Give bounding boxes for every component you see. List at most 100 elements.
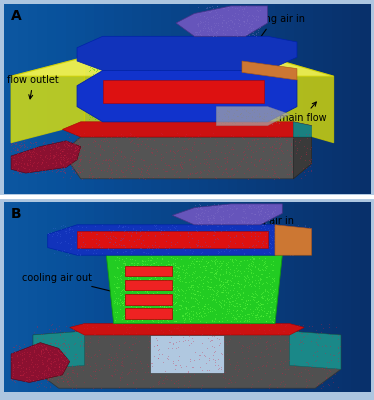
Point [240, 208, 246, 214]
Point [250, 255, 256, 261]
Point [179, 313, 185, 320]
Point [62, 337, 68, 343]
Point [64, 364, 70, 370]
Point [126, 302, 132, 308]
Point [148, 150, 154, 157]
Point [258, 96, 264, 103]
Point [206, 87, 212, 93]
Point [197, 12, 203, 18]
Point [195, 31, 201, 37]
Point [183, 305, 189, 311]
Point [220, 27, 226, 34]
Point [201, 140, 207, 146]
Point [104, 89, 110, 95]
Point [134, 116, 140, 122]
Point [83, 350, 89, 357]
Point [272, 340, 278, 346]
Point [246, 296, 252, 303]
Point [147, 340, 153, 346]
Point [204, 367, 210, 374]
Point [42, 154, 48, 161]
Point [253, 65, 259, 72]
Point [128, 306, 134, 312]
Point [260, 76, 266, 82]
Point [242, 96, 248, 103]
Point [202, 207, 208, 213]
Point [238, 158, 244, 164]
Point [201, 62, 207, 69]
Point [214, 3, 220, 9]
Point [122, 247, 128, 254]
Point [55, 144, 61, 151]
Point [105, 356, 111, 362]
Point [188, 148, 194, 154]
Point [264, 110, 270, 116]
Point [255, 29, 261, 35]
Point [245, 68, 251, 74]
Point [49, 233, 55, 240]
Point [237, 93, 243, 99]
Point [253, 242, 259, 248]
Point [183, 98, 188, 104]
Point [47, 150, 53, 156]
Point [150, 383, 156, 389]
Point [283, 136, 289, 143]
Point [324, 359, 329, 365]
Point [264, 300, 270, 306]
Point [231, 349, 237, 356]
Point [151, 80, 157, 87]
Point [284, 137, 290, 143]
Point [258, 244, 264, 250]
Point [129, 341, 135, 347]
Point [220, 135, 226, 141]
Point [182, 104, 188, 110]
Point [250, 31, 256, 38]
Point [40, 360, 46, 366]
Point [91, 164, 97, 170]
Point [254, 76, 260, 83]
Point [265, 308, 271, 315]
Point [79, 224, 85, 230]
Point [241, 6, 247, 12]
Point [228, 166, 234, 172]
Point [257, 24, 263, 30]
Point [27, 349, 33, 356]
Point [21, 160, 27, 167]
Point [239, 13, 245, 20]
Point [108, 97, 114, 103]
Point [183, 99, 188, 105]
Point [200, 308, 206, 314]
Point [244, 79, 250, 85]
Polygon shape [33, 331, 85, 369]
Point [277, 112, 283, 119]
Point [212, 203, 218, 210]
Point [323, 374, 329, 380]
Point [186, 134, 192, 141]
Point [261, 110, 267, 116]
Point [197, 264, 203, 270]
Point [199, 174, 205, 180]
Point [120, 242, 126, 248]
Point [183, 298, 189, 305]
Point [109, 67, 115, 74]
Point [267, 316, 273, 322]
Point [17, 169, 23, 175]
Point [8, 148, 14, 154]
Point [114, 92, 120, 98]
Point [131, 260, 137, 266]
Point [98, 144, 104, 150]
Point [206, 59, 212, 65]
Point [221, 70, 227, 77]
Point [278, 358, 284, 364]
Point [289, 238, 295, 244]
Point [267, 240, 273, 246]
Point [205, 167, 211, 173]
Point [140, 138, 145, 144]
Point [127, 97, 133, 103]
Point [270, 287, 276, 294]
Polygon shape [77, 70, 297, 122]
Point [249, 257, 255, 264]
Point [153, 297, 159, 304]
Point [179, 89, 185, 95]
Point [140, 258, 146, 264]
